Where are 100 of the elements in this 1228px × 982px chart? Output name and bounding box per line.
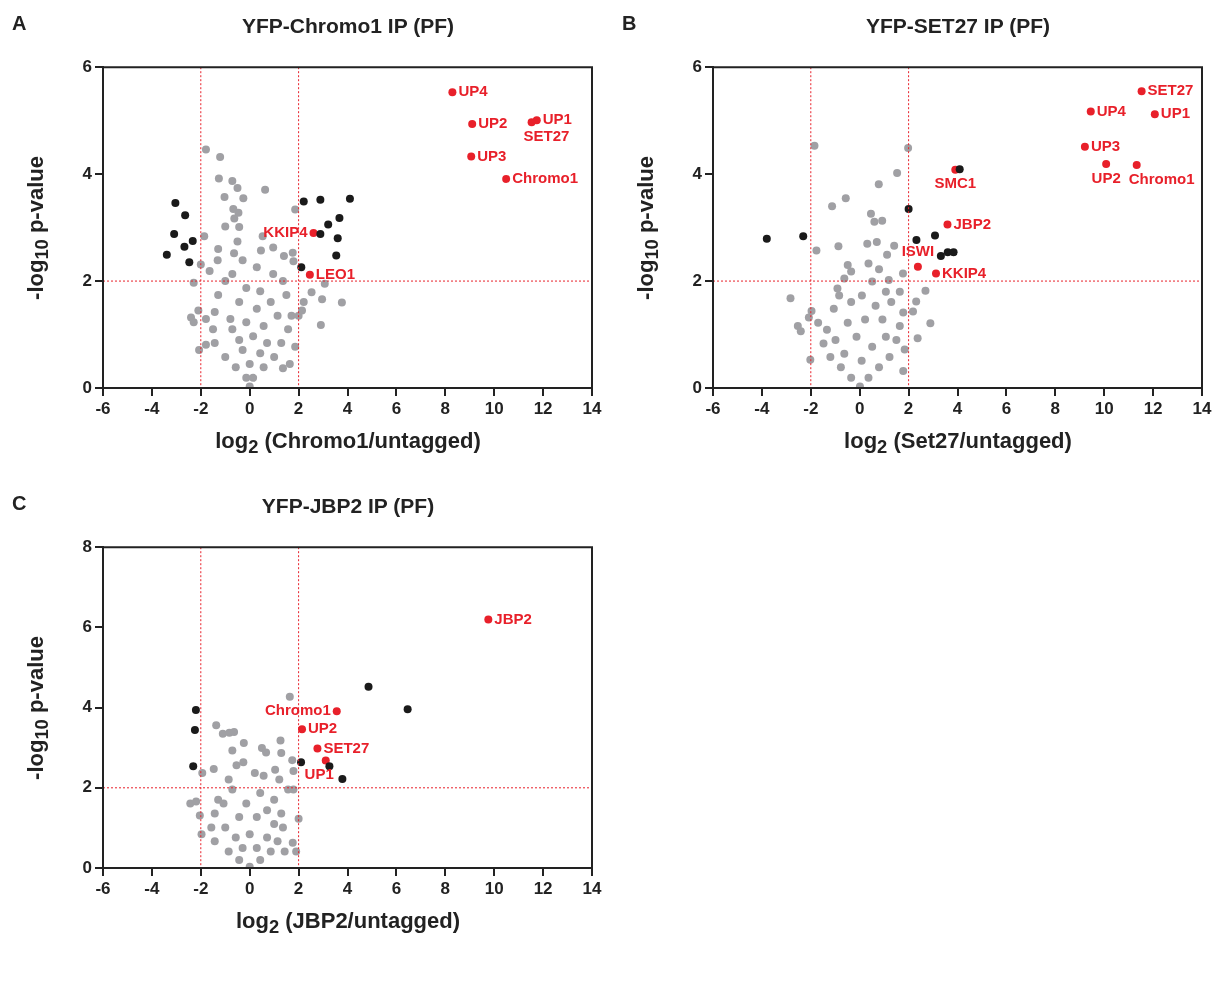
point xyxy=(332,251,341,260)
point xyxy=(212,721,221,730)
point xyxy=(230,728,239,737)
point xyxy=(324,220,333,229)
x-tick-label: 0 xyxy=(244,878,255,898)
point xyxy=(252,813,261,822)
point xyxy=(210,837,219,846)
point xyxy=(273,837,282,846)
annotation: UP1 xyxy=(542,110,572,128)
x-axis-title: log$_{2}$ (JBP2/untagged) xyxy=(234,908,462,939)
x-tick-label: 12 xyxy=(533,398,553,418)
point xyxy=(904,204,913,213)
point xyxy=(316,230,325,239)
point xyxy=(228,785,237,794)
point xyxy=(238,843,247,852)
y-tick-label: 6 xyxy=(82,56,92,76)
x-tick-label: 2 xyxy=(293,878,304,898)
x-tick-label: 6 xyxy=(391,398,402,418)
point xyxy=(799,232,808,241)
x-tick-label: -4 xyxy=(754,398,770,418)
point xyxy=(913,262,922,271)
x-tick-label: 14 xyxy=(582,878,602,898)
y-tick-label: 0 xyxy=(692,377,702,397)
y-tick-label: 4 xyxy=(82,697,93,717)
annotation: KKIP4 xyxy=(263,223,309,241)
point xyxy=(224,775,233,784)
x-tick-label: 4 xyxy=(342,878,353,898)
point xyxy=(209,764,218,773)
annotation: JBP2 xyxy=(494,609,532,627)
point xyxy=(527,118,536,127)
chart-title: YFP-JBP2 IP (PF) xyxy=(260,494,436,518)
point xyxy=(1086,107,1095,116)
point xyxy=(245,830,254,839)
point xyxy=(219,799,228,808)
x-tick-label: -6 xyxy=(95,398,111,418)
point xyxy=(949,248,958,257)
x-tick-label: -2 xyxy=(193,878,209,898)
point xyxy=(1080,142,1089,151)
x-tick-label: 8 xyxy=(1050,398,1061,418)
x-axis-title: log$_{2}$ (Chromo1/untagged) xyxy=(214,428,482,459)
point xyxy=(277,748,286,757)
point xyxy=(250,768,259,777)
point xyxy=(263,833,272,842)
point xyxy=(1132,161,1141,170)
y-tick-label: 8 xyxy=(82,536,92,556)
point xyxy=(275,775,284,784)
x-tick-label: -2 xyxy=(803,398,819,418)
point xyxy=(289,766,298,775)
point xyxy=(338,774,347,783)
point xyxy=(955,165,964,174)
annotation: ISWI xyxy=(901,242,935,260)
point xyxy=(292,847,301,856)
point xyxy=(484,615,493,624)
point xyxy=(299,197,308,206)
point xyxy=(502,174,511,183)
point xyxy=(262,748,271,757)
point xyxy=(252,843,261,852)
text: C xyxy=(12,492,27,515)
y-tick-label: 0 xyxy=(82,857,92,877)
point xyxy=(197,830,206,839)
point xyxy=(1102,159,1111,168)
point xyxy=(235,855,244,864)
point xyxy=(188,236,197,245)
point xyxy=(266,847,275,856)
x-tick-label: 0 xyxy=(244,398,255,418)
point xyxy=(335,213,344,222)
annotation: UP3 xyxy=(1090,137,1121,155)
annotation: UP4 xyxy=(458,82,489,100)
x-tick-label: 10 xyxy=(1094,398,1114,418)
point xyxy=(288,756,297,765)
x-tick-label: 6 xyxy=(391,878,402,898)
x-tick-label: -2 xyxy=(193,398,209,418)
text: B xyxy=(622,12,637,35)
point xyxy=(403,705,412,714)
point xyxy=(170,230,179,239)
point xyxy=(762,234,771,243)
annotation: UP2 xyxy=(478,114,508,132)
point xyxy=(214,795,223,804)
point xyxy=(305,270,314,279)
point xyxy=(162,250,171,259)
point xyxy=(298,725,307,734)
y-tick-label: 0 xyxy=(82,377,92,397)
point xyxy=(270,819,279,828)
point xyxy=(313,744,322,753)
annotation: Chromo1 xyxy=(512,169,579,187)
point xyxy=(332,707,341,716)
annotation: SET27 xyxy=(323,738,370,756)
point xyxy=(235,813,244,822)
y-tick-label: 4 xyxy=(82,163,93,183)
point xyxy=(189,762,198,771)
x-tick-label: 4 xyxy=(342,398,353,418)
point xyxy=(943,220,952,229)
point xyxy=(288,838,297,847)
point xyxy=(231,833,240,842)
point xyxy=(280,847,289,856)
point xyxy=(333,234,342,243)
x-tick-label: 12 xyxy=(533,878,553,898)
point xyxy=(277,809,286,818)
point xyxy=(278,823,287,832)
point xyxy=(1150,110,1159,119)
